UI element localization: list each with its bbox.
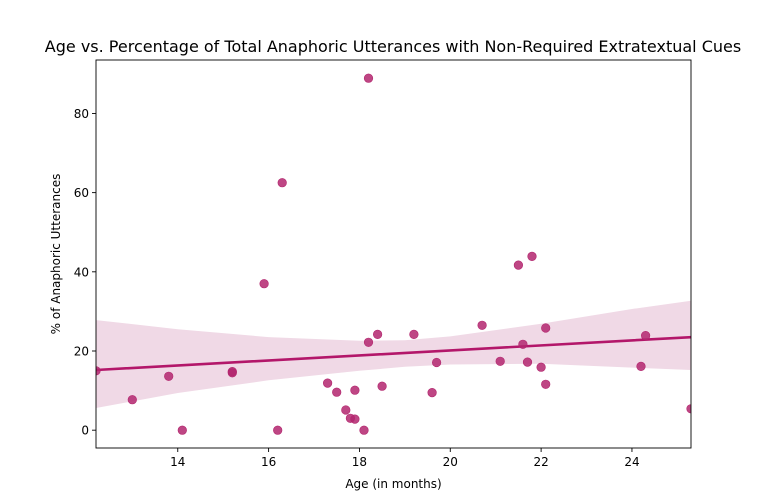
scatter-point (409, 329, 419, 340)
scatter-point (350, 385, 360, 395)
scatter-point (686, 404, 691, 414)
x-tick-label: 16 (261, 455, 276, 469)
scatter-point (177, 425, 187, 435)
scatter-point (277, 178, 287, 188)
scatter-point (427, 388, 437, 398)
scatter-point (363, 337, 374, 347)
scatter-point (518, 339, 528, 349)
y-tick-label: 80 (74, 107, 89, 121)
scatter-point (259, 279, 269, 289)
y-tick-label: 60 (74, 186, 89, 200)
scatter-point (495, 356, 505, 366)
axes-frame (95, 59, 692, 449)
x-tick-label: 24 (624, 455, 639, 469)
scatter-point (522, 357, 533, 367)
plot-area: 14 16 18 20 22 24 0 20 40 60 80 (74, 59, 692, 469)
y-tick-label: 40 (74, 265, 89, 279)
chart-title: Age vs. Percentage of Total Anaphoric Ut… (45, 37, 741, 56)
scatter-point (323, 378, 333, 388)
scatter-point (640, 331, 651, 341)
regression-line (96, 335, 691, 372)
scatter-point (536, 362, 546, 372)
scatter-point (164, 371, 174, 381)
y-axis-label: % of Anaphoric Utterances (49, 174, 63, 335)
scatter-point (332, 387, 342, 397)
scatter-point (273, 425, 283, 435)
x-tick-label: 14 (170, 455, 185, 469)
x-axis-label: Age (in months) (345, 477, 441, 491)
data-layer (96, 73, 691, 435)
scatter-point (350, 414, 360, 424)
x-tick-label: 22 (533, 455, 548, 469)
scatter-point (432, 357, 442, 368)
scatter-point (227, 367, 237, 377)
scatter-point (127, 395, 137, 405)
y-tick-label: 20 (74, 345, 89, 359)
scatter-point (377, 381, 387, 391)
scatter-point (96, 366, 101, 376)
scatter-point (541, 379, 551, 389)
scatter-point (541, 323, 551, 333)
scatter-point (363, 73, 374, 83)
scatter-point (373, 329, 383, 340)
scatter-point (513, 260, 524, 270)
scatter-point (341, 405, 351, 415)
x-tick-label: 20 (443, 455, 458, 469)
x-tick-label: 18 (352, 455, 367, 469)
scatter-point (477, 320, 487, 330)
scatter-point (359, 425, 369, 435)
scatter-point (527, 251, 537, 261)
y-tick-label: 0 (81, 424, 89, 438)
scatter-point (636, 361, 646, 372)
